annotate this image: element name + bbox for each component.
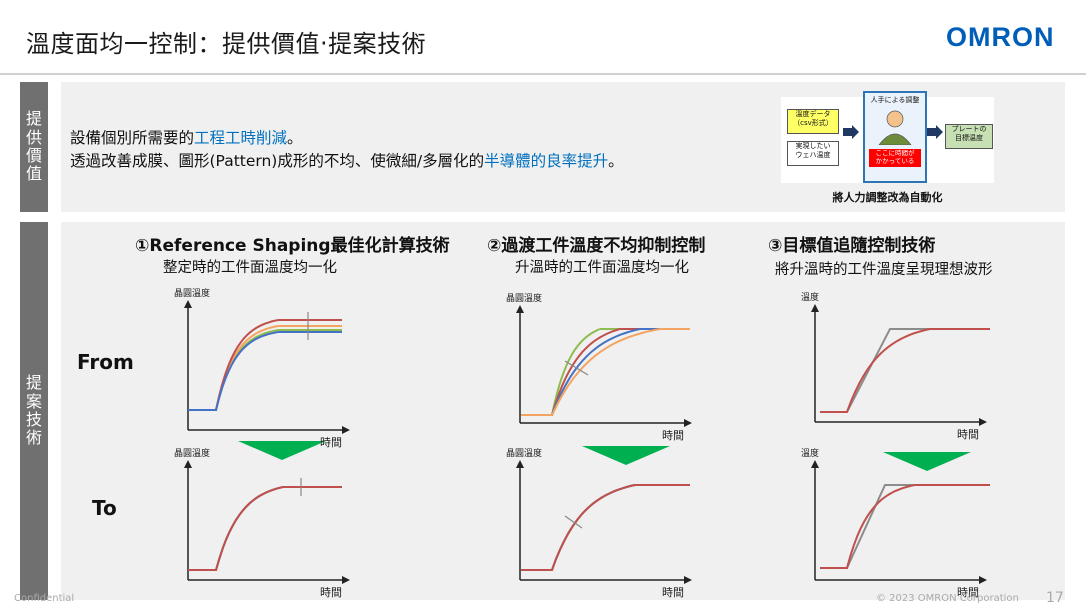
y-axis-label: 晶圓溫度 bbox=[506, 447, 542, 459]
sidebar-label-value: 提供價值 bbox=[20, 82, 48, 212]
omron-logo: OMRON bbox=[946, 22, 1055, 52]
x-axis-label: 時間 bbox=[957, 428, 979, 441]
x-axis-arrow-icon bbox=[342, 576, 350, 584]
page-number: 17 bbox=[1046, 590, 1064, 606]
series-line bbox=[521, 484, 636, 571]
row-label-from: From bbox=[77, 350, 134, 374]
series-line bbox=[521, 484, 636, 571]
y-axis-label: 晶圓溫度 bbox=[174, 287, 210, 299]
sidebar-label-proposal: 提案技術 bbox=[20, 222, 48, 600]
x-axis-arrow-icon bbox=[979, 418, 987, 426]
flow-manual-adjust-box: 人手による調整 ここに時間が かかっている bbox=[863, 91, 927, 183]
value-line-2: 透過改善成膜、圖形(Pattern)成形的不均、使微細/多層化的半導體的良率提升… bbox=[70, 152, 624, 170]
x-axis-label: 時間 bbox=[320, 436, 342, 449]
flow-box-temperature-data: 溫度データ （csv形式） bbox=[787, 109, 839, 134]
x-axis-label: 時間 bbox=[320, 586, 342, 599]
down-arrow-icon bbox=[238, 441, 326, 460]
variation-marker bbox=[564, 515, 583, 529]
flow-bottleneck-note: ここに時間が かかっている bbox=[869, 149, 921, 167]
series-green bbox=[188, 329, 279, 411]
tech-2-title: ②過渡工件溫度不均抑制控制 bbox=[487, 236, 706, 256]
series-actual bbox=[820, 484, 916, 569]
series-orange bbox=[521, 328, 661, 416]
series-line bbox=[188, 486, 284, 571]
x-axis-label: 時間 bbox=[662, 429, 684, 442]
tech-3-title: ③目標值追隨控制技術 bbox=[768, 236, 936, 256]
series-blue bbox=[188, 331, 279, 411]
x-axis-label: 時間 bbox=[957, 586, 979, 599]
series-line bbox=[188, 486, 284, 571]
x-axis-arrow-icon bbox=[684, 419, 692, 427]
page-title: 溫度面均一控制：提供價值‧提案技術 bbox=[26, 30, 427, 58]
arrow-right-icon bbox=[927, 125, 943, 139]
x-axis-arrow-icon bbox=[684, 576, 692, 584]
row-label-to: To bbox=[92, 496, 117, 520]
y-axis-label: 晶圓溫度 bbox=[174, 447, 210, 459]
down-arrow-icon bbox=[883, 452, 971, 471]
tech-3-subtitle: 將升溫時的工件溫度呈現理想波形 bbox=[775, 262, 993, 278]
y-axis-label: 晶圓溫度 bbox=[506, 292, 542, 304]
x-axis-arrow-icon bbox=[342, 426, 350, 434]
tech-1-subtitle: 整定時的工件面溫度均一化 bbox=[163, 260, 337, 276]
value-line-1: 設備個別所需要的工程工時削減。 bbox=[70, 129, 303, 147]
tech-1-title: ①Reference Shaping最佳化計算技術 bbox=[135, 236, 450, 256]
footer-copyright: © 2023 OMRON Corporation bbox=[876, 593, 1019, 604]
flow-caption: 將人力調整改為自動化 bbox=[832, 191, 943, 204]
series-line bbox=[521, 484, 636, 571]
y-axis-label: 溫度 bbox=[801, 291, 819, 303]
y-axis-arrow-icon bbox=[811, 460, 819, 468]
variation-marker bbox=[564, 360, 589, 376]
proposal-panel bbox=[61, 222, 1065, 600]
series-red bbox=[188, 319, 279, 411]
series-red bbox=[521, 328, 621, 416]
target-line bbox=[820, 328, 990, 413]
x-axis-label: 時間 bbox=[662, 586, 684, 599]
y-axis-arrow-icon bbox=[811, 304, 819, 312]
y-axis-arrow-icon bbox=[516, 460, 524, 468]
series-line bbox=[188, 486, 284, 571]
tech-2-subtitle: 升溫時的工件面溫度均一化 bbox=[515, 260, 689, 276]
flow-box-target-wafer: 実現したい ウェハ温度 bbox=[787, 141, 839, 166]
down-arrow-icon bbox=[582, 446, 670, 465]
y-axis-arrow-icon bbox=[184, 300, 192, 308]
y-axis-arrow-icon bbox=[516, 305, 524, 313]
series-green bbox=[521, 328, 601, 416]
x-axis-arrow-icon bbox=[979, 576, 987, 584]
series-orange bbox=[188, 325, 279, 411]
flow-center-label: 人手による調整 bbox=[870, 96, 920, 104]
y-axis-arrow-icon bbox=[184, 460, 192, 468]
series-actual bbox=[820, 328, 931, 413]
series-blue bbox=[521, 328, 641, 416]
series-line bbox=[521, 484, 636, 571]
series-line bbox=[188, 486, 284, 571]
arrow-right-icon bbox=[843, 125, 859, 139]
y-axis-label: 溫度 bbox=[801, 447, 819, 459]
title-divider bbox=[0, 73, 1086, 75]
automation-flow-diagram: 溫度データ （csv形式） 実現したい ウェハ温度 人手による調整 ここに時間が… bbox=[781, 91, 994, 183]
footer-confidential: Confidential bbox=[14, 593, 75, 604]
person-icon bbox=[878, 110, 912, 146]
target-line bbox=[820, 484, 990, 569]
flow-box-plate-target: プレートの 目標温度 bbox=[945, 124, 993, 149]
